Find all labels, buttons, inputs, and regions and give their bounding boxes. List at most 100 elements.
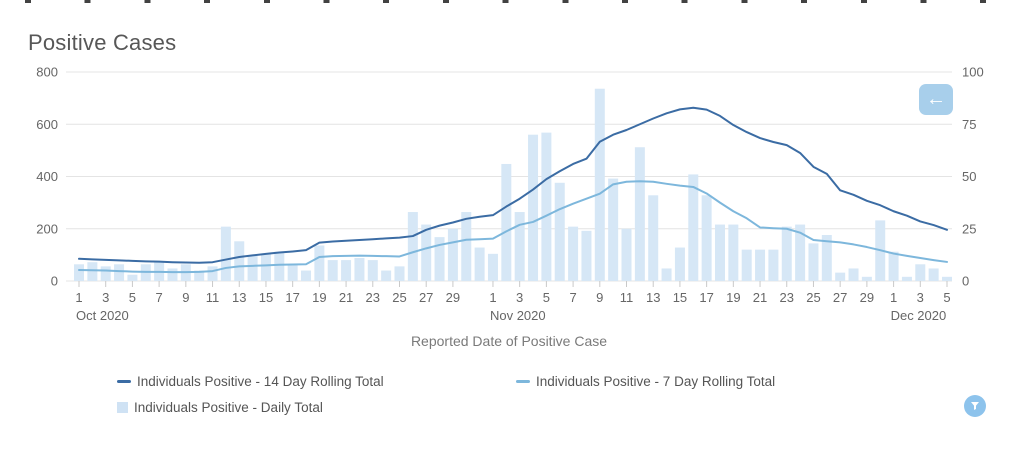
bar-marker-icon xyxy=(117,402,128,413)
y-axis-label-right: 75 xyxy=(962,117,976,132)
legend-item-daily[interactable]: Individuals Positive - Daily Total xyxy=(117,400,323,415)
daily-total-bar[interactable] xyxy=(808,243,819,281)
daily-total-bar[interactable] xyxy=(608,178,619,281)
daily-total-bar[interactable] xyxy=(167,268,178,281)
y-axis-label-left: 800 xyxy=(36,65,58,80)
daily-total-bar[interactable] xyxy=(768,249,779,281)
daily-total-bar[interactable] xyxy=(901,276,912,281)
x-axis-day-label: 17 xyxy=(285,290,299,305)
daily-total-bar[interactable] xyxy=(714,224,725,281)
daily-total-bar[interactable] xyxy=(835,272,846,281)
daily-total-bar[interactable] xyxy=(594,88,605,281)
x-axis-day-label: 9 xyxy=(182,290,189,305)
x-axis-day-label: 15 xyxy=(673,290,687,305)
daily-total-bar[interactable] xyxy=(501,163,512,281)
daily-total-bar[interactable] xyxy=(327,260,338,281)
daily-total-bar[interactable] xyxy=(795,224,806,281)
line-marker-icon xyxy=(516,380,530,383)
daily-total-bar[interactable] xyxy=(207,266,218,281)
x-axis-day-label: 15 xyxy=(259,290,273,305)
x-axis-day-label: 1 xyxy=(890,290,897,305)
daily-total-bar[interactable] xyxy=(648,195,659,281)
daily-total-bar[interactable] xyxy=(234,241,245,281)
daily-total-bar[interactable] xyxy=(301,270,312,281)
daily-total-bar[interactable] xyxy=(394,266,405,281)
daily-total-bar[interactable] xyxy=(848,268,859,281)
daily-total-bar[interactable] xyxy=(220,226,231,281)
daily-total-bar[interactable] xyxy=(421,224,432,281)
daily-total-bar[interactable] xyxy=(434,237,445,281)
daily-total-bar[interactable] xyxy=(114,264,125,281)
daily-total-bar[interactable] xyxy=(87,262,98,281)
daily-total-bar[interactable] xyxy=(127,274,138,281)
daily-total-bar[interactable] xyxy=(581,230,592,281)
daily-total-bar[interactable] xyxy=(341,260,352,281)
daily-total-bar[interactable] xyxy=(287,264,298,281)
daily-total-bar[interactable] xyxy=(728,224,739,281)
x-axis-day-label: 7 xyxy=(569,290,576,305)
daily-total-bar[interactable] xyxy=(821,235,832,281)
legend-label: Individuals Positive - 7 Day Rolling Tot… xyxy=(536,374,776,389)
daily-total-bar[interactable] xyxy=(487,253,498,281)
daily-total-bar[interactable] xyxy=(741,249,752,281)
daily-total-bar[interactable] xyxy=(888,251,899,281)
daily-total-bar[interactable] xyxy=(942,276,952,281)
daily-total-bar[interactable] xyxy=(461,212,472,281)
line-marker-icon xyxy=(117,380,131,383)
x-axis-day-label: 19 xyxy=(726,290,740,305)
daily-total-bar[interactable] xyxy=(260,253,271,281)
daily-total-bar[interactable] xyxy=(381,270,392,281)
daily-total-bar[interactable] xyxy=(541,132,552,281)
daily-total-bar[interactable] xyxy=(661,268,672,281)
back-button[interactable]: ← xyxy=(919,84,953,115)
x-axis-day-label: 23 xyxy=(780,290,794,305)
x-axis-day-label: 27 xyxy=(833,290,847,305)
x-axis-month-label: Nov 2020 xyxy=(490,308,546,323)
daily-total-bar[interactable] xyxy=(314,245,325,281)
rolling-total-line-7day[interactable] xyxy=(78,180,948,274)
daily-total-bar[interactable] xyxy=(554,182,565,281)
x-axis-day-label: 7 xyxy=(156,290,163,305)
daily-total-bar[interactable] xyxy=(688,174,699,281)
daily-total-bar[interactable] xyxy=(367,260,378,281)
x-axis-day-label: 5 xyxy=(943,290,950,305)
x-axis-day-label: 21 xyxy=(753,290,767,305)
daily-total-bar[interactable] xyxy=(674,247,685,281)
x-axis-day-label: 29 xyxy=(860,290,874,305)
filter-button[interactable] xyxy=(964,395,986,417)
rolling-total-line-14day[interactable] xyxy=(78,106,948,264)
x-axis-title: Reported Date of Positive Case xyxy=(410,333,608,349)
daily-total-bar[interactable] xyxy=(194,270,205,281)
daily-total-bar[interactable] xyxy=(407,212,418,281)
daily-total-bar[interactable] xyxy=(634,147,645,281)
daily-total-bar[interactable] xyxy=(568,226,579,281)
x-axis-day-label: 1 xyxy=(489,290,496,305)
daily-total-bar[interactable] xyxy=(74,264,84,281)
daily-total-bar[interactable] xyxy=(247,255,258,281)
daily-total-bar[interactable] xyxy=(274,251,285,281)
daily-total-bar[interactable] xyxy=(755,249,766,281)
daily-total-bar[interactable] xyxy=(474,247,485,281)
legend-label: Individuals Positive - Daily Total xyxy=(134,400,323,415)
daily-total-bar[interactable] xyxy=(447,228,458,281)
daily-total-bar[interactable] xyxy=(861,276,872,281)
x-axis-day-label: 25 xyxy=(392,290,406,305)
left-arrow-icon: ← xyxy=(926,88,946,110)
legend-item-7day[interactable]: Individuals Positive - 7 Day Rolling Tot… xyxy=(516,374,775,389)
daily-total-bar[interactable] xyxy=(528,134,539,281)
x-axis-day-label: 13 xyxy=(646,290,660,305)
daily-total-bar[interactable] xyxy=(100,266,111,281)
x-axis-day-label: 23 xyxy=(366,290,380,305)
daily-total-bar[interactable] xyxy=(514,212,525,281)
x-axis-day-label: 3 xyxy=(516,290,523,305)
daily-total-bar[interactable] xyxy=(915,264,926,281)
daily-total-bar[interactable] xyxy=(621,228,632,281)
x-axis-day-label: 25 xyxy=(806,290,820,305)
daily-total-bar[interactable] xyxy=(701,195,712,281)
legend-item-14day[interactable]: Individuals Positive - 14 Day Rolling To… xyxy=(117,374,384,389)
daily-total-bar[interactable] xyxy=(781,226,792,281)
x-axis-day-label: 29 xyxy=(446,290,460,305)
daily-total-bar[interactable] xyxy=(928,268,939,281)
daily-total-bar[interactable] xyxy=(354,258,365,281)
